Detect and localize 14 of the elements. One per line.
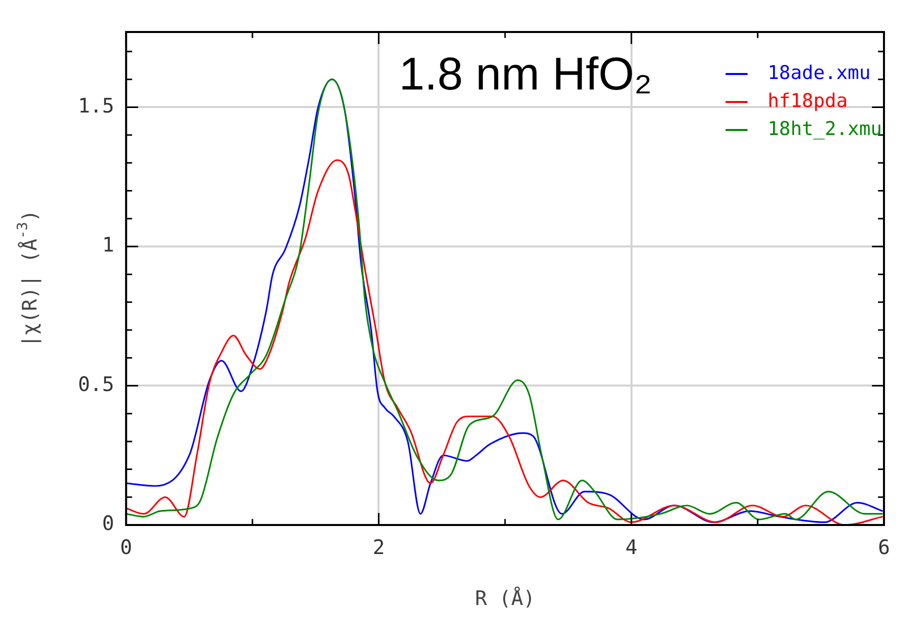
x-axis-title: R (Å) (474, 586, 536, 610)
y-tick-label: 1 (102, 232, 114, 257)
y-axis-title: |χ(R)| (Å-3) (14, 210, 42, 348)
x-tick-label: 6 (878, 535, 890, 560)
annotation: 1.8 nm HfO₂ (398, 48, 652, 100)
legend-label: hf18pda (768, 90, 848, 112)
legend-label: 18ade.xmu (768, 62, 871, 84)
y-tick-label: 1.5 (78, 93, 114, 118)
y-tick-label: 0 (102, 511, 114, 536)
y-tick-label: 0.5 (78, 372, 114, 396)
x-tick-label: 0 (120, 535, 132, 560)
legend-label: 18ht_2.xmu (768, 118, 882, 140)
x-tick-label: 4 (625, 535, 638, 560)
x-tick-label: 2 (372, 535, 385, 560)
